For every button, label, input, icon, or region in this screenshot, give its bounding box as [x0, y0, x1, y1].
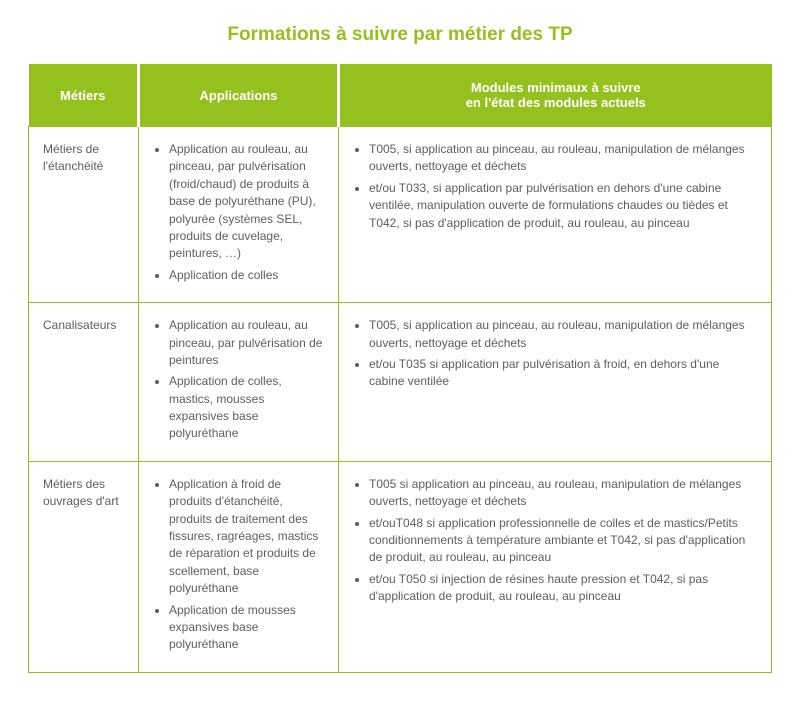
col-header-modules: Modules minimaux à suivre en l'état des … — [339, 64, 772, 127]
list-item: Application de colles — [169, 267, 324, 284]
table-header-row: Métiers Applications Modules minimaux à … — [29, 64, 772, 127]
cell-modules: T005 si application au pinceau, au roule… — [339, 461, 772, 672]
list-item: et/ou T035 si application par pulvérisat… — [369, 356, 757, 391]
cell-modules: T005, si application au pinceau, au roul… — [339, 127, 772, 303]
list-item: et/ou T033, si application par pulvérisa… — [369, 180, 757, 232]
list-item: Application au rouleau, au pinceau, par … — [169, 141, 324, 263]
table-row: Canalisateurs Application au rouleau, au … — [29, 303, 772, 462]
list-item: T005, si application au pinceau, au roul… — [369, 141, 757, 176]
table-row: Métiers des ouvrages d'art Application à … — [29, 461, 772, 672]
col-header-metiers: Métiers — [29, 64, 139, 127]
cell-metier: Canalisateurs — [29, 303, 139, 462]
list-item: T005 si application au pinceau, au roule… — [369, 476, 757, 511]
formations-table: Métiers Applications Modules minimaux à … — [28, 64, 772, 673]
cell-applications: Application au rouleau, au pinceau, par … — [139, 127, 339, 303]
page-title: Formations à suivre par métier des TP — [28, 24, 772, 46]
list-item: Application à froid de produits d'étanch… — [169, 476, 324, 598]
list-item: et/ou T050 si injection de résines haute… — [369, 571, 757, 606]
list-item: Application de colles, mastics, mousses … — [169, 373, 324, 443]
table-row: Métiers de l'étanchéité Application au ro… — [29, 127, 772, 303]
cell-modules: T005, si application au pinceau, au roul… — [339, 303, 772, 462]
cell-metier: Métiers de l'étanchéité — [29, 127, 139, 303]
col-header-applications: Applications — [139, 64, 339, 127]
list-item: T005, si application au pinceau, au roul… — [369, 317, 757, 352]
list-item: Application de mousses expansives base p… — [169, 602, 324, 654]
list-item: et/ouT048 si application professionnelle… — [369, 515, 757, 567]
cell-applications: Application au rouleau, au pinceau, par … — [139, 303, 339, 462]
list-item: Application au rouleau, au pinceau, par … — [169, 317, 324, 369]
cell-metier: Métiers des ouvrages d'art — [29, 461, 139, 672]
cell-applications: Application à froid de produits d'étanch… — [139, 461, 339, 672]
